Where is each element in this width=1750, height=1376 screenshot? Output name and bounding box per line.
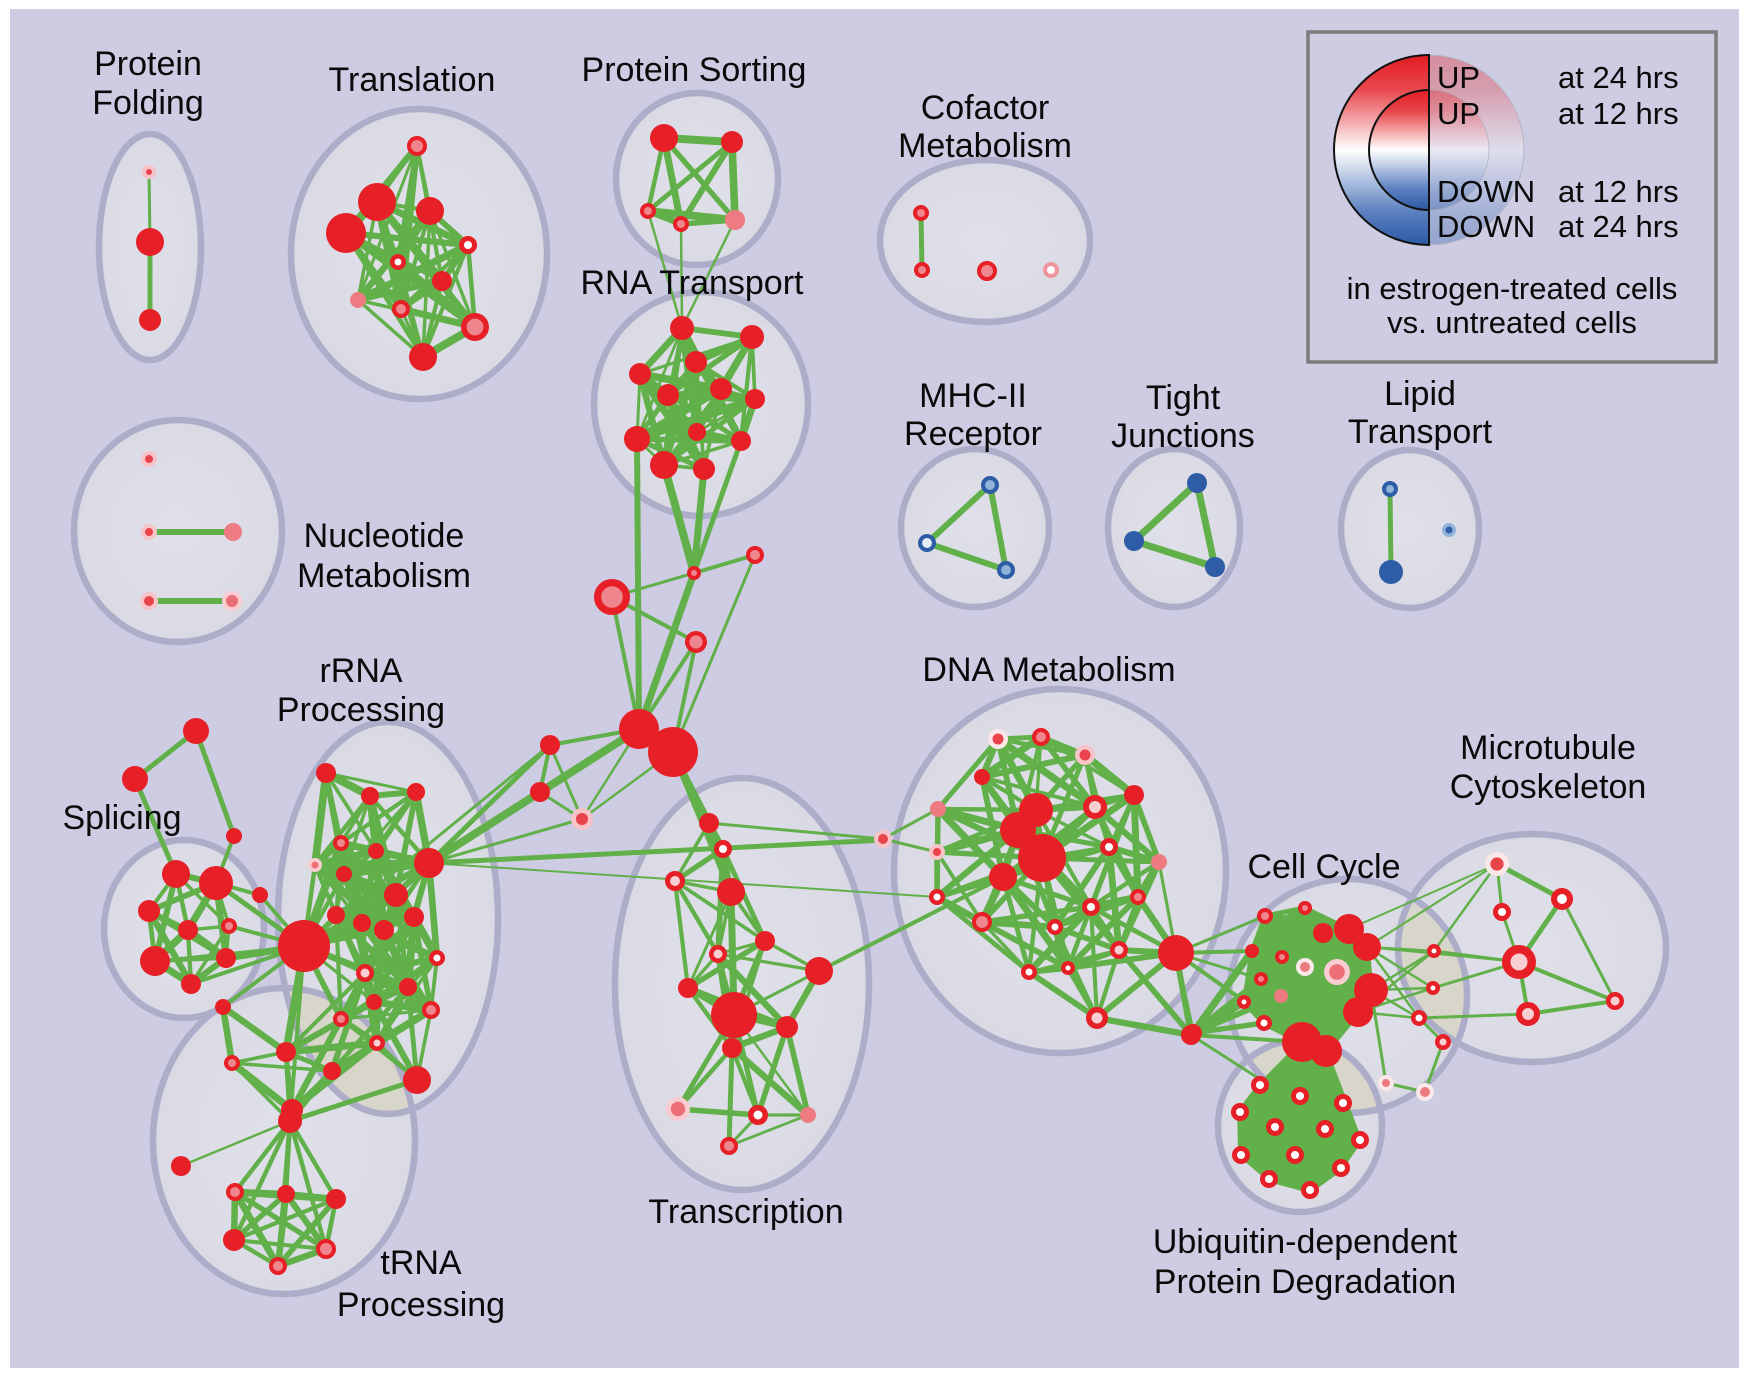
svg-text:Transcription: Transcription: [648, 1193, 843, 1231]
svg-text:Processing: Processing: [337, 1286, 505, 1324]
svg-text:Tight: Tight: [1146, 379, 1221, 417]
svg-text:RNA Transport: RNA Transport: [581, 264, 805, 302]
svg-text:Metabolism: Metabolism: [898, 127, 1072, 165]
svg-text:Microtubule: Microtubule: [1460, 729, 1636, 767]
svg-text:Cofactor: Cofactor: [921, 89, 1050, 127]
svg-text:DNA Metabolism: DNA Metabolism: [922, 651, 1175, 689]
svg-text:Translation: Translation: [329, 61, 496, 99]
svg-text:Transport: Transport: [1348, 413, 1493, 451]
svg-text:tRNA: tRNA: [380, 1244, 462, 1282]
svg-text:DOWN: DOWN: [1437, 209, 1535, 244]
svg-text:Lipid: Lipid: [1384, 375, 1456, 413]
svg-text:Metabolism: Metabolism: [297, 557, 471, 595]
svg-text:Ubiquitin-dependent: Ubiquitin-dependent: [1153, 1223, 1458, 1261]
svg-text:vs. untreated cells: vs. untreated cells: [1387, 305, 1637, 340]
svg-text:Nucleotide: Nucleotide: [304, 517, 465, 555]
svg-text:Protein Sorting: Protein Sorting: [582, 51, 807, 89]
svg-text:Cell Cycle: Cell Cycle: [1247, 848, 1400, 886]
svg-text:at 24 hrs: at 24 hrs: [1558, 60, 1679, 95]
svg-text:at 12 hrs: at 12 hrs: [1558, 96, 1679, 131]
svg-text:Protein: Protein: [94, 45, 202, 83]
svg-text:rRNA: rRNA: [319, 652, 402, 690]
svg-text:Protein Degradation: Protein Degradation: [1154, 1263, 1456, 1301]
svg-text:Cytoskeleton: Cytoskeleton: [1450, 768, 1647, 806]
svg-text:at 24 hrs: at 24 hrs: [1558, 209, 1679, 244]
svg-text:DOWN: DOWN: [1437, 174, 1535, 209]
svg-text:MHC-II: MHC-II: [919, 377, 1027, 415]
svg-text:Junctions: Junctions: [1111, 417, 1255, 455]
svg-text:Splicing: Splicing: [62, 799, 181, 837]
svg-text:UP: UP: [1437, 96, 1480, 131]
svg-text:Folding: Folding: [92, 84, 204, 122]
svg-text:Receptor: Receptor: [904, 415, 1042, 453]
svg-text:in estrogen-treated cells: in estrogen-treated cells: [1347, 271, 1678, 306]
svg-text:at 12 hrs: at 12 hrs: [1558, 174, 1679, 209]
svg-text:UP: UP: [1437, 60, 1480, 95]
svg-text:Processing: Processing: [277, 691, 445, 729]
